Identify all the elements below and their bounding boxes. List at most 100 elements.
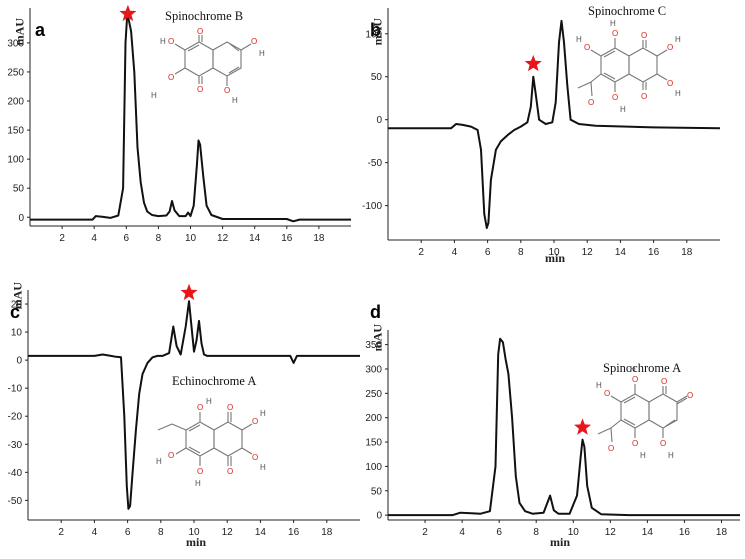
svg-text:O: O xyxy=(584,43,590,52)
panel-a-y-tick-label: 100 xyxy=(7,155,24,166)
svg-text:O: O xyxy=(612,93,618,102)
svg-text:O: O xyxy=(667,79,673,88)
panel-b-x-tick-label: 16 xyxy=(648,247,660,258)
panel-c-structure: O H O O O H O H O H O H xyxy=(156,397,266,488)
svg-text:O: O xyxy=(632,375,638,384)
svg-text:O: O xyxy=(252,453,258,462)
panel-d-x-tick-label: 6 xyxy=(496,527,502,538)
svg-text:O: O xyxy=(604,389,610,398)
panel-c-x-tick-label: 8 xyxy=(158,527,164,538)
panel-a-y-tick-label: 200 xyxy=(7,97,24,108)
svg-text:O: O xyxy=(197,85,203,94)
panel-c-star-marker xyxy=(180,283,198,301)
svg-text:O: O xyxy=(608,444,614,453)
panel-b-x-tick-label: 14 xyxy=(615,247,627,258)
panel-b-y-axis-label: mAU xyxy=(371,18,385,46)
svg-text:O: O xyxy=(227,403,233,412)
svg-text:H: H xyxy=(156,457,162,466)
svg-text:O: O xyxy=(224,86,230,95)
panel-c-y-tick-label: 10 xyxy=(11,328,23,339)
svg-text:H: H xyxy=(151,91,157,100)
svg-text:O: O xyxy=(168,73,174,82)
svg-text:H: H xyxy=(630,365,636,374)
panel-c-letter: c xyxy=(10,302,20,322)
panel-c-y-tick-label: 20 xyxy=(11,300,23,311)
svg-text:O: O xyxy=(197,403,203,412)
panel-a-x-tick-label: 8 xyxy=(156,233,162,244)
panel-b-y-tick-label: -100 xyxy=(362,201,382,212)
svg-text:H: H xyxy=(668,451,674,460)
panel-d-star-marker xyxy=(574,418,592,435)
panel-c-x-axis-label: min xyxy=(186,535,206,549)
panel-d-y-tick-label: 200 xyxy=(365,413,382,424)
panel-c-y-tick-label: -30 xyxy=(8,440,23,451)
panel-d-title: Spinochrome A xyxy=(603,361,681,375)
panel-d-x-tick-label: 16 xyxy=(679,527,691,538)
svg-text:O: O xyxy=(227,467,233,476)
panel-c-y-tick-label: -20 xyxy=(8,412,23,423)
panel-d-y-tick-label: 0 xyxy=(376,511,382,522)
panel-c-x-tick-label: 4 xyxy=(92,527,98,538)
panel-a-y-tick-label: 0 xyxy=(18,213,24,224)
svg-text:H: H xyxy=(160,37,166,46)
svg-text:O: O xyxy=(660,439,666,448)
panel-c-x-tick-label: 18 xyxy=(321,527,333,538)
svg-text:O: O xyxy=(168,451,174,460)
panel-a-letter: a xyxy=(35,20,46,40)
panel-c-x-tick-label: 2 xyxy=(58,527,64,538)
svg-text:H: H xyxy=(640,451,646,460)
panel-a-x-tick-label: 12 xyxy=(217,233,229,244)
panel-d-x-tick-label: 8 xyxy=(533,527,539,538)
panel-c-x-tick-label: 16 xyxy=(288,527,300,538)
panel-a-y-tick-label: 50 xyxy=(13,184,25,195)
panel-d-x-tick-label: 12 xyxy=(605,527,617,538)
panel-d-x-axis-label: min xyxy=(550,535,570,549)
svg-text:H: H xyxy=(260,463,266,472)
panel-b-x-tick-label: 4 xyxy=(452,247,458,258)
panel-b: b Spinochrome C O H O O O H O H xyxy=(362,4,721,265)
svg-text:O: O xyxy=(197,467,203,476)
panel-b-structure: O H O O O H O H O H O H O xyxy=(576,19,681,114)
svg-text:O: O xyxy=(687,391,693,400)
panel-a-x-tick-label: 4 xyxy=(91,233,97,244)
panel-b-star-marker xyxy=(524,54,542,72)
panel-c-y-tick-label: -10 xyxy=(8,384,23,395)
panel-d-y-tick-label: 150 xyxy=(365,438,382,449)
svg-text:H: H xyxy=(596,381,602,390)
panel-d-x-tick-label: 18 xyxy=(716,527,728,538)
panel-a-series-line xyxy=(30,15,351,223)
panel-a-y-tick-label: 250 xyxy=(7,67,24,78)
svg-text:O: O xyxy=(661,377,667,386)
svg-text:H: H xyxy=(610,19,616,28)
svg-text:H: H xyxy=(675,89,681,98)
panel-b-x-tick-label: 2 xyxy=(418,247,424,258)
panel-b-y-tick-label: 0 xyxy=(376,115,382,126)
svg-text:O: O xyxy=(197,27,203,36)
panel-b-y-tick-label: -50 xyxy=(368,158,383,169)
svg-text:H: H xyxy=(232,96,238,105)
panel-d-y-tick-label: 250 xyxy=(365,389,382,400)
panel-a-x-tick-label: 10 xyxy=(185,233,197,244)
panel-d-y-tick-label: 100 xyxy=(365,462,382,473)
panel-b-x-tick-label: 10 xyxy=(548,247,560,258)
svg-text:O: O xyxy=(252,417,258,426)
panel-c-x-tick-label: 14 xyxy=(255,527,267,538)
panel-d: d Spinochrome A O H O O O H O H xyxy=(365,302,740,549)
panel-c-x-tick-label: 10 xyxy=(188,527,200,538)
panel-a-x-tick-label: 2 xyxy=(59,233,65,244)
panel-a-y-tick-label: 150 xyxy=(7,126,24,137)
panel-c-x-tick-label: 12 xyxy=(222,527,234,538)
panel-c-series-line xyxy=(28,300,360,510)
panel-c-y-axis-label: mAU xyxy=(11,282,25,310)
panel-b-x-tick-label: 6 xyxy=(485,247,491,258)
panel-a-x-tick-label: 18 xyxy=(313,233,325,244)
panel-d-x-tick-label: 10 xyxy=(568,527,580,538)
panel-d-y-tick-label: 350 xyxy=(365,340,382,351)
panel-c: c Echinochrome A O H O O O H O H xyxy=(8,282,360,549)
panel-b-x-axis-label: min xyxy=(545,251,565,265)
panel-d-x-tick-label: 2 xyxy=(422,527,428,538)
svg-text:O: O xyxy=(632,439,638,448)
svg-text:H: H xyxy=(675,35,681,44)
panel-b-title: Spinochrome C xyxy=(588,4,666,18)
